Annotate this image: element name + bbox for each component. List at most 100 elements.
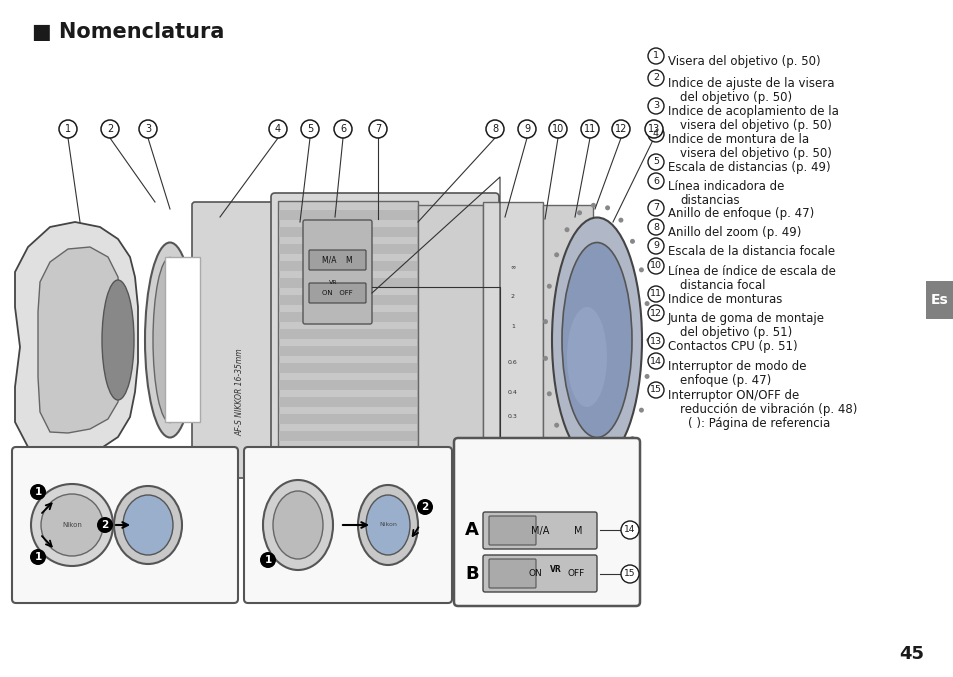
Text: 6: 6: [652, 177, 659, 185]
Text: Anillo de enfoque (p. 47): Anillo de enfoque (p. 47): [667, 207, 814, 220]
Circle shape: [644, 120, 662, 138]
Circle shape: [369, 120, 387, 138]
FancyBboxPatch shape: [278, 244, 416, 254]
FancyBboxPatch shape: [489, 516, 536, 545]
Circle shape: [577, 464, 581, 470]
Circle shape: [97, 517, 112, 533]
FancyBboxPatch shape: [482, 202, 542, 480]
Ellipse shape: [561, 242, 631, 437]
FancyBboxPatch shape: [278, 448, 416, 458]
Text: 8: 8: [492, 124, 497, 134]
Text: 2: 2: [511, 294, 515, 299]
Ellipse shape: [366, 495, 410, 555]
Ellipse shape: [552, 217, 641, 462]
Text: 6: 6: [339, 124, 346, 134]
Circle shape: [30, 549, 46, 565]
Circle shape: [542, 319, 547, 324]
Text: 2: 2: [421, 502, 428, 512]
Circle shape: [101, 120, 119, 138]
Text: Indice de acoplamiento de la: Indice de acoplamiento de la: [667, 105, 838, 118]
Text: 13: 13: [647, 124, 659, 134]
FancyBboxPatch shape: [482, 512, 597, 549]
Text: Interruptor ON/OFF de: Interruptor ON/OFF de: [667, 389, 799, 402]
Ellipse shape: [273, 491, 323, 559]
Text: AF-S NIKKOR 16-35mm: AF-S NIKKOR 16-35mm: [235, 348, 244, 436]
Text: 2: 2: [101, 520, 109, 530]
Circle shape: [644, 301, 649, 306]
Ellipse shape: [30, 484, 112, 566]
Circle shape: [269, 120, 287, 138]
Text: 2: 2: [652, 74, 659, 83]
Text: 1: 1: [264, 555, 272, 565]
Text: VR: VR: [550, 565, 561, 573]
Text: Junta de goma de montaje: Junta de goma de montaje: [667, 312, 824, 325]
Circle shape: [647, 126, 663, 142]
Text: M/A    M: M/A M: [321, 255, 352, 265]
Text: 1: 1: [65, 124, 71, 134]
FancyBboxPatch shape: [489, 559, 536, 588]
Circle shape: [629, 436, 635, 441]
Text: 2: 2: [107, 124, 113, 134]
Text: 5: 5: [652, 158, 659, 167]
FancyBboxPatch shape: [454, 438, 639, 606]
Circle shape: [647, 333, 663, 349]
Text: 3: 3: [652, 102, 659, 110]
Text: B: B: [465, 565, 478, 583]
Ellipse shape: [263, 480, 333, 570]
Circle shape: [620, 521, 639, 539]
FancyBboxPatch shape: [244, 447, 452, 603]
Ellipse shape: [357, 485, 417, 565]
Text: ON: ON: [528, 569, 541, 579]
Circle shape: [647, 219, 663, 235]
Circle shape: [517, 120, 536, 138]
Text: Visera del objetivo (p. 50): Visera del objetivo (p. 50): [667, 55, 820, 68]
Text: 11: 11: [583, 124, 596, 134]
Text: Nikon: Nikon: [62, 522, 82, 528]
Text: Interruptor de modo de: Interruptor de modo de: [667, 360, 805, 373]
Circle shape: [554, 253, 558, 257]
Circle shape: [546, 391, 551, 396]
Text: Nikon: Nikon: [378, 523, 396, 527]
Circle shape: [139, 120, 157, 138]
Text: 11: 11: [649, 290, 661, 299]
Circle shape: [647, 98, 663, 114]
Text: 1: 1: [652, 51, 659, 60]
FancyBboxPatch shape: [192, 202, 283, 478]
Text: Escala de distancias (p. 49): Escala de distancias (p. 49): [667, 161, 830, 174]
Text: 7: 7: [375, 124, 381, 134]
Circle shape: [590, 472, 596, 477]
FancyBboxPatch shape: [482, 555, 597, 592]
Circle shape: [647, 70, 663, 86]
Text: 4: 4: [652, 129, 659, 139]
Circle shape: [620, 565, 639, 583]
Circle shape: [590, 203, 596, 208]
Text: 0.3: 0.3: [508, 414, 517, 420]
Text: 14: 14: [623, 525, 635, 535]
Ellipse shape: [102, 280, 133, 400]
Polygon shape: [38, 247, 120, 433]
Text: 12: 12: [649, 309, 661, 318]
Text: 4: 4: [274, 124, 281, 134]
Circle shape: [542, 356, 547, 361]
Circle shape: [564, 447, 569, 453]
Ellipse shape: [145, 242, 194, 437]
FancyBboxPatch shape: [278, 227, 416, 237]
Text: 9: 9: [652, 242, 659, 250]
Text: ■ Nomenclatura: ■ Nomenclatura: [32, 22, 224, 42]
Circle shape: [646, 338, 651, 343]
FancyBboxPatch shape: [309, 283, 366, 303]
FancyBboxPatch shape: [278, 295, 416, 305]
Text: 45: 45: [898, 645, 923, 663]
Polygon shape: [15, 222, 138, 455]
Text: distancia focal: distancia focal: [679, 279, 764, 292]
Text: Indice de montura de la: Indice de montura de la: [667, 133, 808, 146]
Text: OFF: OFF: [567, 569, 584, 579]
Circle shape: [646, 338, 651, 343]
Circle shape: [301, 120, 318, 138]
Circle shape: [647, 173, 663, 189]
Text: Es: Es: [930, 293, 948, 307]
Text: visera del objetivo (p. 50): visera del objetivo (p. 50): [679, 147, 831, 160]
Circle shape: [554, 422, 558, 428]
Text: A: A: [464, 521, 478, 539]
FancyBboxPatch shape: [278, 261, 416, 271]
